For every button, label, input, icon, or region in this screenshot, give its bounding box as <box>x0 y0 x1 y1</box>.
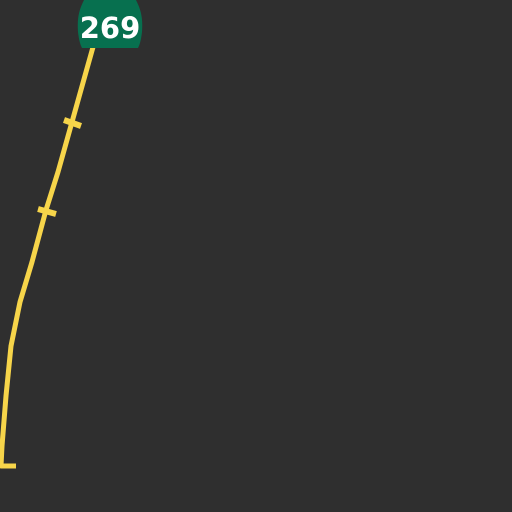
route-shield-label: 269 <box>80 11 141 45</box>
highway-road[interactable] <box>0 39 98 469</box>
state-route-shield-icon[interactable]: 269 <box>77 0 143 48</box>
interchange-marker[interactable] <box>63 117 82 129</box>
interchange-marker[interactable] <box>37 206 57 217</box>
